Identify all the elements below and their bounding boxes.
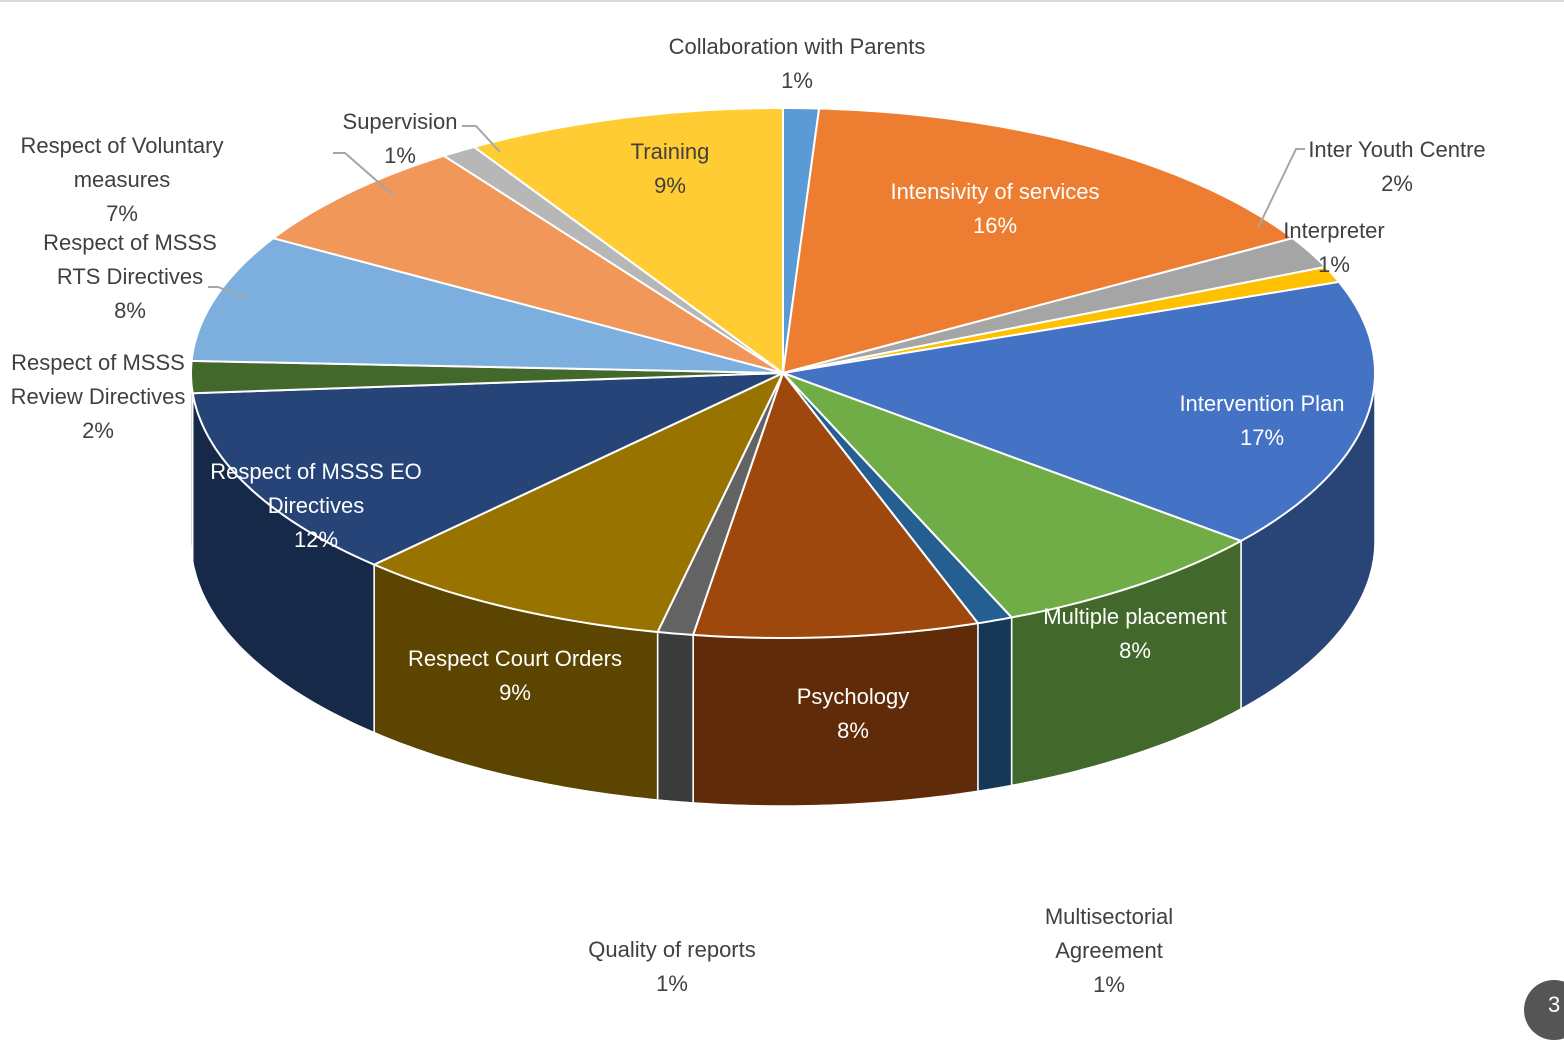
data-label-text: Respect of Voluntary bbox=[20, 133, 223, 158]
data-label-value: 8% bbox=[837, 718, 869, 743]
data-label-text: Multiple placement bbox=[1043, 604, 1226, 629]
leader-line-inter-youth-centre bbox=[1257, 148, 1305, 229]
slice-training bbox=[471, 107, 784, 375]
data-label-text: RTS Directives bbox=[57, 264, 203, 289]
leader-line-supervision bbox=[462, 125, 501, 153]
slice-respect-of-msss-review-directives bbox=[189, 359, 784, 395]
data-label-value: 9% bbox=[654, 173, 686, 198]
data-label-text: Respect of MSSS EO bbox=[210, 459, 422, 484]
data-label-value: 12% bbox=[294, 527, 338, 552]
data-label-intervention-plan: Intervention Plan 17% bbox=[1179, 391, 1344, 450]
slice-respect-court-orders bbox=[371, 370, 786, 634]
data-label-text: Intervention Plan bbox=[1179, 391, 1344, 416]
slice-inter-youth-centre bbox=[782, 237, 1328, 374]
slice-side-multisectorial-agreement bbox=[977, 616, 1013, 793]
data-label-multiple-placement: Multiple placement 8% bbox=[1043, 604, 1226, 663]
leader-line-respect-of-msss-rts-directives bbox=[208, 286, 249, 300]
slice-supervision bbox=[441, 145, 784, 374]
data-label-value: 1% bbox=[384, 143, 416, 168]
data-label-value: 7% bbox=[106, 201, 138, 226]
data-label-respect-of-msss-rts-directives: Respect of MSSS RTS Directives 8% bbox=[43, 230, 217, 323]
data-label-respect-court-orders: Respect Court Orders 9% bbox=[408, 646, 622, 705]
data-label-inter-youth-centre: Inter Youth Centre 2% bbox=[1308, 137, 1485, 196]
data-label-text: Inter Youth Centre bbox=[1308, 137, 1485, 162]
data-label-value: 9% bbox=[499, 680, 531, 705]
slice-intervention-plan bbox=[779, 280, 1376, 542]
data-label-training: Training 9% bbox=[631, 139, 710, 198]
data-label-value: 1% bbox=[781, 68, 813, 93]
slice-psychology bbox=[691, 370, 980, 639]
data-label-interpreter: Interpreter 1% bbox=[1283, 218, 1385, 277]
data-label-text: Quality of reports bbox=[588, 937, 756, 962]
slice-interpreter bbox=[782, 265, 1341, 374]
slice-multisectorial-agreement bbox=[782, 372, 1014, 625]
data-label-value: 2% bbox=[1381, 171, 1413, 196]
data-label-text: Respect Court Orders bbox=[408, 646, 622, 671]
data-label-respect-of-msss-eo-directives: Respect of MSSS EO Directives 12% bbox=[210, 459, 422, 552]
data-label-text: Intensivity of services bbox=[890, 179, 1099, 204]
data-label-psychology: Psychology 8% bbox=[797, 684, 910, 743]
slice-respect-of-voluntary-measures bbox=[271, 154, 784, 374]
data-label-text: Review Directives bbox=[11, 384, 186, 409]
slice-side-respect-of-msss-review-directives bbox=[190, 373, 194, 562]
data-label-value: 1% bbox=[1318, 252, 1350, 277]
data-label-multisectorial-agreement: Multisectorial Agreement 1% bbox=[1045, 904, 1173, 997]
data-label-respect-of-msss-review-directives: Respect of MSSS Review Directives 2% bbox=[11, 350, 186, 443]
slice-side-psychology bbox=[692, 622, 979, 807]
data-label-text: Directives bbox=[268, 493, 365, 518]
data-label-supervision: Supervision 1% bbox=[343, 109, 458, 168]
data-label-respect-of-voluntary-measures: Respect of Voluntary measures 7% bbox=[20, 133, 223, 226]
page-number: 3 bbox=[1548, 992, 1561, 1017]
data-label-text: Psychology bbox=[797, 684, 910, 709]
leader-line-respect-of-voluntary-measures bbox=[333, 152, 394, 196]
data-label-text: Multisectorial bbox=[1045, 904, 1173, 929]
slice-respect-of-msss-rts-directives bbox=[190, 237, 784, 374]
slice-multiple-placement bbox=[782, 372, 1244, 619]
data-label-text: Collaboration with Parents bbox=[669, 34, 926, 59]
data-label-value: 1% bbox=[1093, 972, 1125, 997]
data-label-text: Supervision bbox=[343, 109, 458, 134]
data-label-text: Agreement bbox=[1055, 938, 1163, 963]
data-label-value: 17% bbox=[1240, 425, 1284, 450]
slice-side-quality-of-reports bbox=[656, 631, 694, 804]
data-label-text: Respect of MSSS bbox=[11, 350, 185, 375]
data-label-intensivity-of-services: Intensivity of services 16% bbox=[890, 179, 1099, 238]
data-label-collaboration-with-parents: Collaboration with Parents 1% bbox=[669, 34, 926, 93]
data-label-text: Training bbox=[631, 139, 710, 164]
data-label-quality-of-reports: Quality of reports 1% bbox=[588, 937, 756, 996]
data-label-value: 1% bbox=[656, 971, 688, 996]
data-label-value: 8% bbox=[114, 298, 146, 323]
slice-intensivity-of-services bbox=[781, 107, 1295, 375]
data-label-text: Interpreter bbox=[1283, 218, 1385, 243]
data-label-text: measures bbox=[74, 167, 171, 192]
slice-respect-of-msss-eo-directives bbox=[191, 372, 784, 566]
data-label-value: 16% bbox=[973, 213, 1017, 238]
page-number-badge: 3 bbox=[1524, 980, 1564, 1040]
data-label-value: 8% bbox=[1119, 638, 1151, 663]
data-label-value: 2% bbox=[82, 418, 114, 443]
data-label-text: Respect of MSSS bbox=[43, 230, 217, 255]
